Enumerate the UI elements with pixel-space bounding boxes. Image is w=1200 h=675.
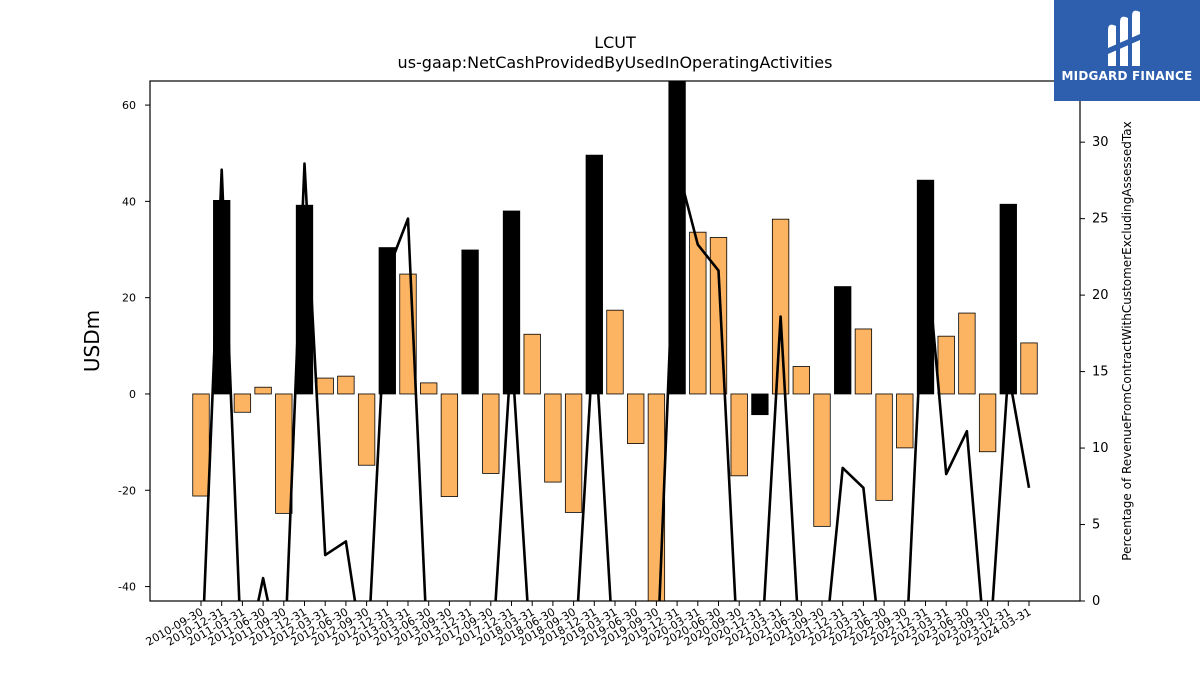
bar-2022-09-30 bbox=[896, 393, 914, 449]
left-axis-label: USDm bbox=[80, 310, 104, 372]
right-tick-label: 15 bbox=[1092, 365, 1109, 380]
chart-title: LCUT bbox=[594, 33, 636, 52]
bar-2010-09-30 bbox=[192, 393, 210, 497]
bar-2017-12-31 bbox=[502, 210, 521, 395]
brand-logo: MIDGARD FINANCE bbox=[1054, 0, 1200, 101]
midgard-m-logo-icon bbox=[1108, 10, 1140, 67]
left-tick-label: -20 bbox=[118, 484, 136, 497]
right-tick-label: 0 bbox=[1092, 594, 1100, 609]
left-tick-label: 0 bbox=[129, 388, 136, 401]
left-tick-label: 60 bbox=[122, 99, 136, 112]
bar-2023-06-30 bbox=[958, 312, 976, 395]
bar-2021-09-30 bbox=[813, 393, 831, 527]
bar-2013-09-30 bbox=[440, 393, 459, 497]
bar-2022-06-30 bbox=[875, 393, 893, 501]
bar-2020-09-30 bbox=[730, 393, 748, 477]
bars-layer bbox=[192, 80, 1038, 602]
bar-2013-12-31 bbox=[461, 249, 479, 395]
bar-2017-09-30 bbox=[482, 393, 500, 474]
right-tick-label: 5 bbox=[1092, 518, 1100, 533]
bar-2024-03-31 bbox=[1020, 342, 1038, 395]
bar-2019-03-31 bbox=[606, 309, 624, 395]
left-axis: -40 -20 0 20 40 60 bbox=[118, 99, 150, 594]
right-axis: 0 5 10 15 20 25 30 bbox=[1080, 135, 1109, 609]
right-tick-label: 10 bbox=[1092, 441, 1109, 456]
percentage-line bbox=[202, 162, 1031, 601]
right-tick-label: 30 bbox=[1092, 135, 1109, 150]
bar-2012-03-31 bbox=[316, 377, 334, 395]
bar-2023-03-31 bbox=[937, 335, 955, 395]
right-axis-label: Percentage of RevenueFromContractWithCus… bbox=[1120, 121, 1134, 560]
bar-2012-09-30 bbox=[357, 393, 376, 466]
bar-2023-12-31 bbox=[999, 203, 1017, 395]
bar-2012-06-30 bbox=[337, 375, 355, 395]
line-layer bbox=[202, 162, 1031, 601]
bar-2023-09-30 bbox=[978, 393, 997, 453]
bar-2021-12-31 bbox=[834, 286, 852, 395]
brand-name: MIDGARD FINANCE bbox=[1061, 69, 1193, 83]
bar-2020-12-31 bbox=[751, 393, 769, 416]
bar-2019-06-30 bbox=[627, 393, 645, 444]
bar-2021-06-30 bbox=[792, 366, 810, 395]
bar-2013-06-30 bbox=[420, 382, 438, 395]
left-tick-label: -40 bbox=[118, 581, 136, 594]
bar-2018-06-30 bbox=[544, 393, 562, 483]
right-tick-label: 20 bbox=[1092, 288, 1109, 303]
left-tick-label: 20 bbox=[122, 292, 136, 305]
bar-2018-03-31 bbox=[523, 333, 541, 395]
chart-subtitle: us-gaap:NetCashProvidedByUsedInOperating… bbox=[398, 53, 833, 72]
left-tick-label: 40 bbox=[122, 195, 136, 208]
bar-2019-12-31 bbox=[668, 80, 686, 395]
bar-2011-03-31 bbox=[233, 393, 252, 413]
bar-2019-09-30 bbox=[647, 393, 666, 602]
right-tick-label: 25 bbox=[1092, 212, 1109, 227]
bar-2011-09-30 bbox=[275, 393, 293, 514]
bar-2021-03-31 bbox=[771, 218, 790, 395]
bar-2011-06-30 bbox=[254, 386, 272, 395]
x-axis: 2010-09-302010-12-312011-03-312011-06-30… bbox=[144, 601, 1034, 649]
bar-2022-03-31 bbox=[854, 328, 873, 395]
bar-2018-09-30 bbox=[564, 393, 583, 513]
bar-2020-03-31 bbox=[689, 231, 707, 395]
bar-2018-12-31 bbox=[585, 154, 603, 395]
